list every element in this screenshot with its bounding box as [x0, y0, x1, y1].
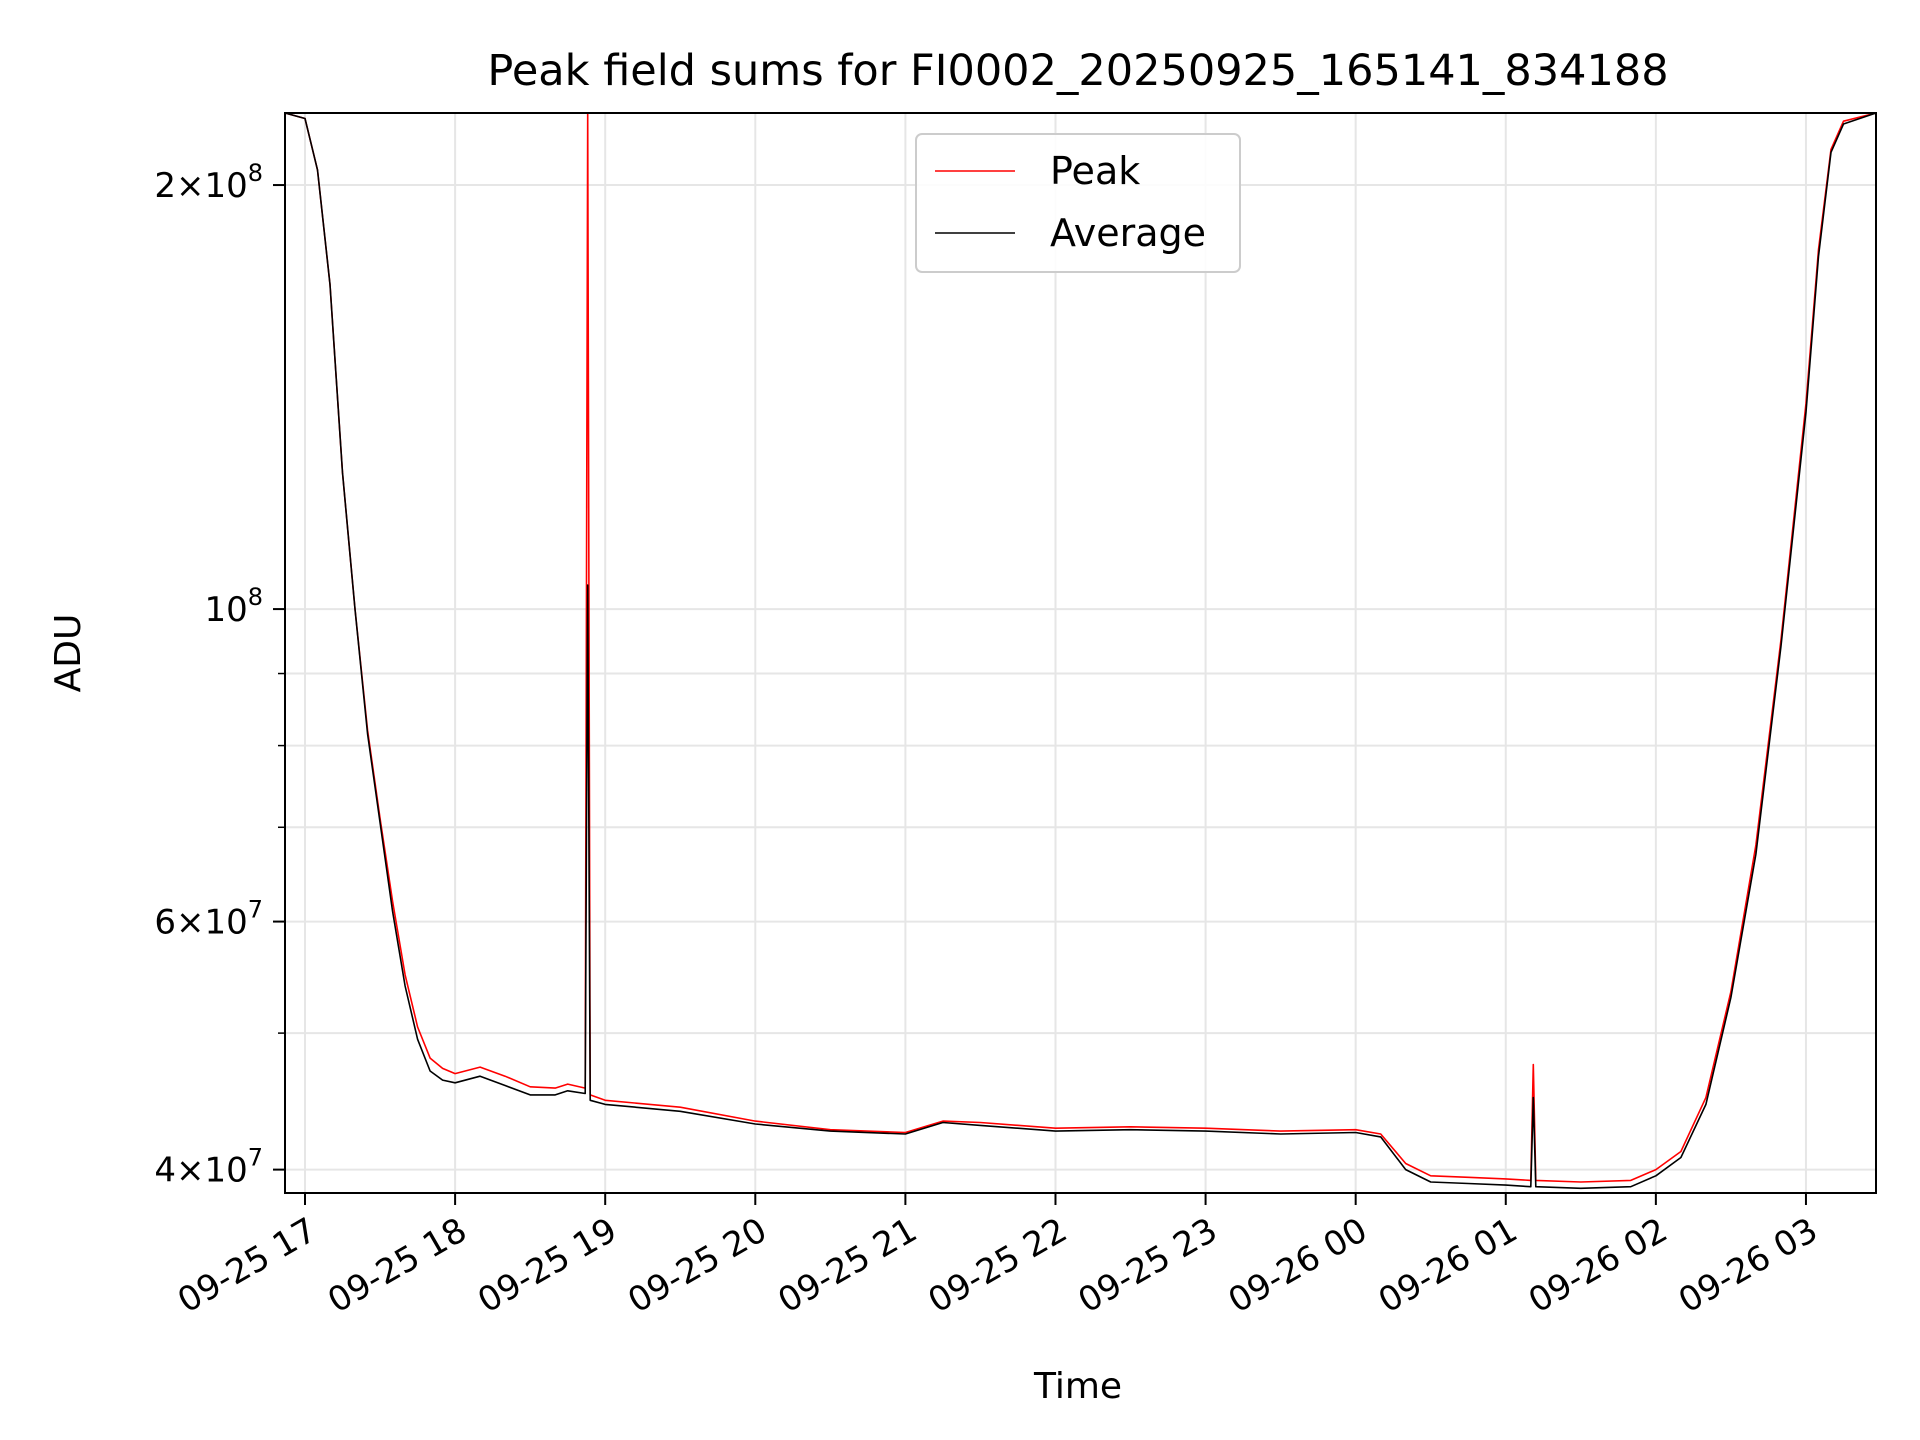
series-line-average [284, 112, 1877, 1190]
series-line-peak [284, 112, 1877, 1183]
legend: Peak Average [915, 133, 1241, 273]
legend-box [915, 133, 1241, 273]
y-axis-label: ADU [48, 614, 89, 693]
legend-label-average: Average [1050, 211, 1206, 255]
y-tick-label: 6×107 [154, 896, 263, 943]
y-tick-label: 2×108 [154, 159, 263, 206]
plot-frame [284, 112, 1877, 1194]
x-axis-label: Time [1033, 1366, 1122, 1407]
legend-label-peak: Peak [1050, 149, 1140, 193]
chart-title: Peak field sums for FI0002_20250925_1651… [487, 46, 1668, 96]
series-layer [284, 112, 1877, 1190]
y-tick-label: 108 [204, 583, 263, 630]
y-tick-label: 4×107 [154, 1144, 263, 1191]
y-axis: 4×107 6×107 108 2×108 [154, 159, 285, 1191]
